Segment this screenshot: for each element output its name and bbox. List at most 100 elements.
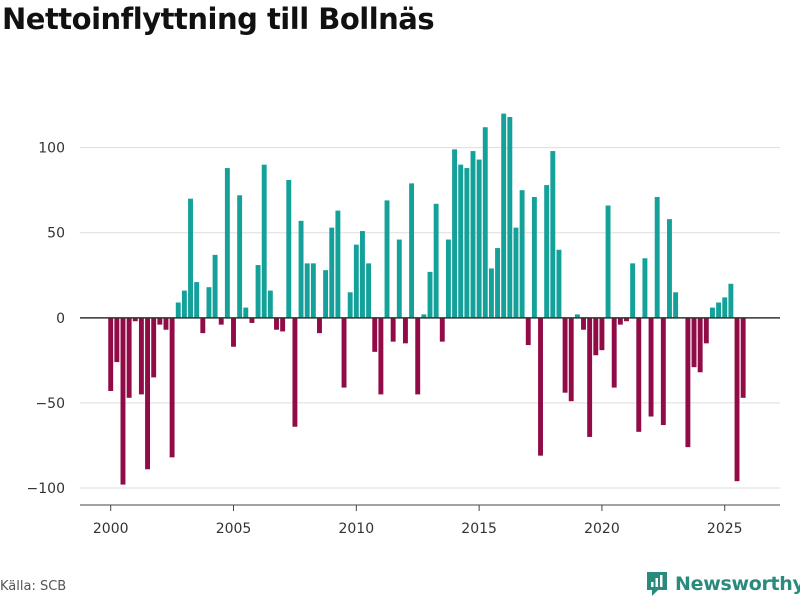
bar [495,248,500,318]
bar [568,317,574,402]
x-tick-label: 2015 [461,521,497,537]
bar [298,220,304,318]
bar [366,263,372,318]
x-tick-label: 2005 [216,521,252,537]
bar [169,317,175,458]
bar [728,283,734,318]
newsworthy-icon [647,572,667,596]
bar [335,210,341,318]
bar [507,117,513,318]
bar [212,254,218,318]
bar [427,271,433,318]
bar [636,317,642,432]
bar [525,317,531,346]
x-tick-label: 2010 [338,521,374,537]
bar [114,317,120,363]
bar [138,317,144,395]
x-tick-label: 2020 [584,521,620,537]
bars [108,113,746,485]
bar [624,317,629,322]
bar [274,317,279,330]
bar [605,205,611,318]
bar [470,151,476,318]
x-tick-label: 2000 [93,521,129,537]
bar [458,164,464,318]
bar [740,317,746,398]
bar [648,317,654,417]
bar [703,317,709,344]
bar [132,317,138,322]
bar [667,219,672,318]
bar [617,317,623,325]
bar [445,239,451,318]
bar [120,317,126,485]
y-tick-label: −100 [27,481,65,497]
bar [329,227,335,318]
y-tick-label: 0 [56,311,65,327]
bar [710,307,715,318]
bar [562,317,568,393]
bar [482,127,488,318]
bar [292,317,298,427]
bar [697,317,703,373]
bar [224,168,230,318]
bar [544,185,550,318]
bar [323,270,329,318]
bar [341,317,347,388]
bar [722,297,728,318]
bar [200,317,206,334]
bar [231,317,236,347]
bar [519,190,525,318]
bar [654,197,660,318]
bar [673,292,679,318]
bar [255,265,261,318]
bar [691,317,697,368]
bar [145,317,150,470]
bar [716,302,722,318]
bar [390,317,396,342]
bar [556,249,562,318]
bar [513,227,519,318]
bar [304,263,310,318]
bar [353,244,359,318]
bar [243,307,249,318]
bar [685,317,691,448]
bar [261,164,267,318]
bar [642,258,648,318]
bar [574,314,580,318]
bar [108,317,114,391]
x-tick-labels: 2000 2005 2010 2015 2020 2025 [93,521,743,537]
bar [581,317,586,330]
bar [310,263,316,318]
bar [360,231,365,318]
bar [593,317,599,356]
chart-title: Nettoinflyttning till Bollnäs [2,2,435,36]
bar [267,290,273,318]
y-tick-label: 50 [47,226,65,242]
bar [175,302,181,318]
bar [286,179,292,318]
bar [181,290,187,318]
bar [378,317,384,395]
bar [599,317,605,351]
bar [372,317,378,352]
bar [531,197,537,318]
bar [157,317,163,325]
bar [488,268,494,318]
bar [206,287,212,318]
bar [126,317,132,398]
y-tick-label: −50 [35,396,65,412]
bar [317,317,322,334]
brand-logo: Newsworthy [645,570,800,598]
bar [476,159,482,318]
bar [660,317,666,426]
bar [163,317,169,330]
bar [501,113,507,318]
bar [452,149,458,318]
bar [396,239,402,318]
bar [611,317,617,388]
brand-name: Newsworthy [675,573,800,595]
bar [439,317,445,342]
bar [415,317,421,395]
